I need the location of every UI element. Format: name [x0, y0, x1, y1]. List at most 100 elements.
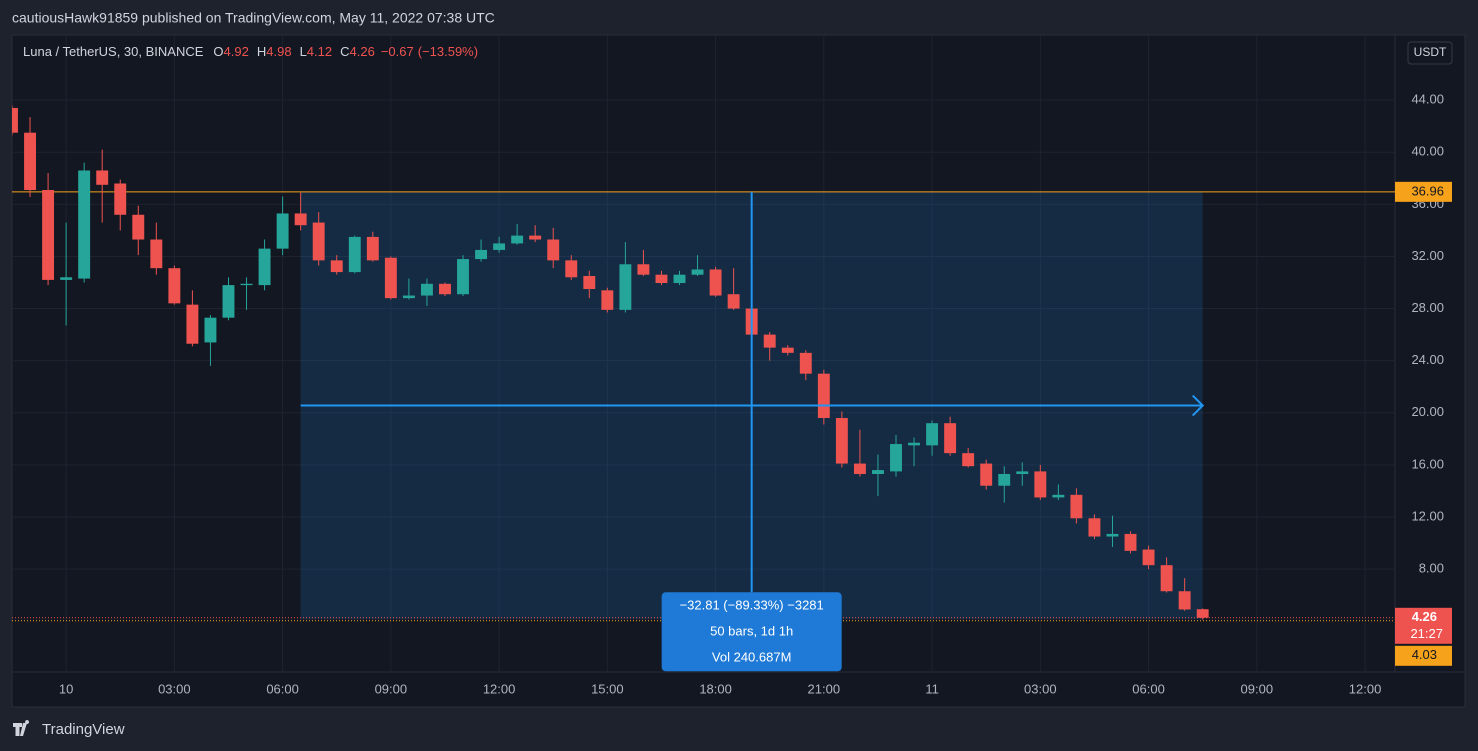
measure-label-box: [661, 592, 842, 672]
y-tick-label: 40.00: [1411, 144, 1444, 159]
candle-body: [926, 423, 939, 446]
candle-body: [980, 463, 993, 486]
candle-body: [601, 290, 614, 310]
candle-body: [204, 317, 217, 343]
candle-body: [384, 257, 397, 299]
legend: Luna / TetherUS, 30, BINANCE O4.92 H4.98 L4…: [23, 44, 478, 59]
candle-body: [529, 235, 542, 240]
candle-body: [114, 183, 127, 215]
x-tick-label: 18:00: [699, 681, 732, 696]
candle-body: [998, 473, 1011, 486]
y-tick-label: 8.00: [1419, 561, 1444, 576]
candle-body: [132, 214, 145, 240]
x-tick-label: 09:00: [375, 681, 408, 696]
x-tick-label: 12:00: [1349, 681, 1382, 696]
candle-body: [439, 283, 451, 295]
time-axis: [11, 671, 1466, 708]
candle-body: [962, 453, 975, 467]
legend-value: 4.26: [350, 44, 375, 59]
candle-body: [402, 295, 415, 299]
candle-body: [12, 107, 18, 133]
candle-body: [1142, 549, 1155, 566]
x-tick-label: 09:00: [1241, 681, 1274, 696]
overlay: 8.0012.0016.0020.0024.0028.0032.0036.004…: [59, 92, 1452, 696]
legend-key: H: [257, 44, 266, 59]
candle-body: [457, 259, 469, 295]
candle-body: [908, 442, 920, 446]
candle-body: [583, 275, 596, 290]
candle-body: [1034, 471, 1047, 498]
candle-body: [1052, 494, 1065, 498]
logo: TradingView: [13, 720, 125, 738]
logo-icon: [13, 720, 30, 736]
legend-change: −0.67: [381, 44, 414, 59]
price-box: [1395, 645, 1452, 666]
candle-body: [348, 236, 361, 273]
x-tick-label: 03:00: [1024, 681, 1057, 696]
candle-body: [709, 269, 722, 296]
candle-body: [294, 213, 307, 226]
currency-box: [1407, 41, 1453, 65]
price-box: [1395, 181, 1452, 202]
legend-value: 4.12: [307, 44, 332, 59]
candle-body: [186, 304, 199, 344]
frame: [11, 34, 1466, 708]
candle-body: [655, 274, 668, 284]
price-axis: [1394, 34, 1466, 673]
candle-body: [835, 417, 848, 464]
candle-body: [619, 264, 632, 310]
candle-body: [240, 283, 253, 286]
y-tick-label: 32.00: [1411, 248, 1444, 263]
candle-body: [1016, 471, 1029, 474]
candle-body: [1124, 533, 1137, 551]
candle-body: [817, 373, 830, 418]
candle-body: [727, 294, 740, 309]
legend-key: O: [213, 44, 223, 59]
legend-value: 4.98: [266, 44, 291, 59]
candle-body: [1160, 565, 1173, 592]
last-price-label: 4.26: [1412, 609, 1437, 624]
x-tick-label: 12:00: [483, 681, 516, 696]
candle-body: [150, 239, 163, 269]
legend-key: C: [340, 44, 349, 59]
y-tick-label: 16.00: [1411, 456, 1444, 471]
candle-body: [1070, 494, 1083, 519]
candle-body: [637, 264, 650, 275]
candle-body: [60, 277, 73, 280]
candle-body: [781, 347, 794, 353]
header: cautiousHawk91859 published on TradingVi…: [12, 10, 495, 26]
candle-body: [511, 235, 524, 244]
last-price-box: [1395, 607, 1452, 644]
candle-body: [366, 236, 379, 261]
candle-body: [1196, 609, 1209, 618]
candle-body: [475, 249, 488, 260]
legend-value: 4.92: [224, 44, 249, 59]
candle-body: [420, 283, 433, 296]
candle-body: [1178, 591, 1191, 610]
candle-body: [799, 352, 812, 374]
measure-label: 50 bars, 1d 1h: [710, 624, 793, 639]
x-tick-label: 21:00: [808, 681, 841, 696]
candle-body: [763, 334, 776, 348]
countdown: 21:27: [1410, 626, 1443, 641]
candle-body: [1088, 518, 1101, 537]
x-tick-label: 06:00: [1132, 681, 1165, 696]
legend-change-pct: (−13.59%): [418, 44, 478, 59]
candle-body: [493, 243, 506, 250]
footer: TradingView: [42, 721, 125, 738]
x-tick-label: 15:00: [591, 681, 624, 696]
candle-body: [258, 248, 271, 286]
y-tick-label: 12.00: [1411, 508, 1444, 523]
candle-body: [312, 222, 325, 261]
legend-key: L: [300, 44, 307, 59]
y-tick-label: 20.00: [1411, 404, 1444, 419]
candle-body: [691, 269, 704, 275]
candle-body: [330, 260, 343, 273]
candle-body: [890, 444, 902, 472]
candle-body: [168, 268, 181, 304]
plot-area: [12, 35, 1395, 672]
candle-body: [78, 170, 91, 279]
y-tick-label: 24.00: [1411, 352, 1444, 367]
